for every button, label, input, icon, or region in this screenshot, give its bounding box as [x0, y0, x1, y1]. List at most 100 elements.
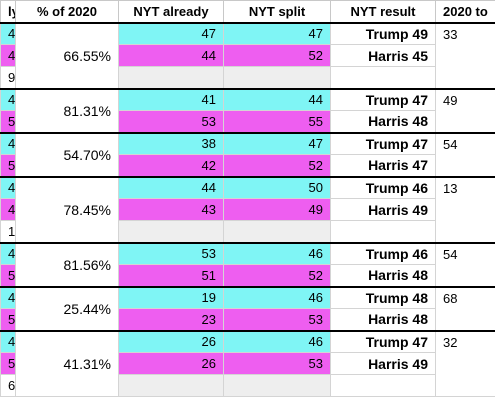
- nyt-result-cell[interactable]: [330, 374, 436, 397]
- nyt-result-cell[interactable]: Harris 48: [330, 110, 436, 133]
- header-row: ly % of 2020 NYT already NYT split NYT r…: [0, 0, 495, 23]
- col-header-pct-2020[interactable]: % of 2020: [15, 0, 119, 23]
- nyt-result-cell[interactable]: Trump 47: [330, 131, 436, 155]
- nyt-result-cell[interactable]: Harris 48: [330, 308, 436, 331]
- nyt-split-cell[interactable]: 55: [223, 110, 331, 133]
- early-cell[interactable]: 45: [0, 198, 16, 221]
- nyt-result-cell[interactable]: Trump 47: [330, 87, 436, 111]
- early-cell[interactable]: 55: [0, 154, 16, 177]
- nyt-already-cell[interactable]: 53: [118, 241, 224, 265]
- nyt-split-cell[interactable]: 47: [223, 21, 331, 45]
- nyt-already-cell[interactable]: 42: [118, 154, 224, 177]
- early-cell[interactable]: 55: [0, 264, 16, 287]
- pct-of-2020-cell[interactable]: 78.45%: [15, 175, 119, 243]
- to-2020-cell[interactable]: 54: [435, 241, 495, 287]
- to-2020-cell[interactable]: 68: [435, 285, 495, 331]
- nyt-split-cell[interactable]: 47: [223, 131, 331, 155]
- nyt-split-cell[interactable]: 44: [223, 87, 331, 111]
- nyt-result-cell[interactable]: Trump 49: [330, 21, 436, 45]
- pct-of-2020-cell[interactable]: 81.31%: [15, 87, 119, 133]
- nyt-already-cell[interactable]: 26: [118, 352, 224, 375]
- nyt-already-cell[interactable]: 23: [118, 308, 224, 331]
- nyt-result-cell[interactable]: Harris 48: [330, 264, 436, 287]
- nyt-result-cell[interactable]: Trump 46: [330, 175, 436, 199]
- pct-of-2020-cell[interactable]: 66.55%: [15, 21, 119, 89]
- early-cell[interactable]: 51: [0, 352, 16, 375]
- col-header-early[interactable]: ly: [0, 0, 16, 23]
- col-header-nyt-split[interactable]: NYT split: [223, 0, 331, 23]
- pct-of-2020-cell[interactable]: 81.56%: [15, 241, 119, 287]
- early-cell[interactable]: 56: [0, 110, 16, 133]
- early-cell[interactable]: 43: [0, 21, 16, 45]
- to-2020-cell[interactable]: 32: [435, 329, 495, 397]
- nyt-already-cell[interactable]: [118, 66, 224, 89]
- nyt-split-cell[interactable]: 53: [223, 352, 331, 375]
- col-header-nyt-already[interactable]: NYT already: [118, 0, 224, 23]
- nyt-result-cell[interactable]: Harris 47: [330, 154, 436, 177]
- pct-of-2020-cell[interactable]: 41.31%: [15, 329, 119, 397]
- nyt-result-cell[interactable]: Trump 47: [330, 329, 436, 353]
- col-header-2020-to[interactable]: 2020 to: [435, 0, 495, 23]
- table-row: 9: [0, 66, 495, 89]
- early-cell[interactable]: 9: [0, 66, 16, 89]
- nyt-split-cell[interactable]: 52: [223, 264, 331, 287]
- early-cell[interactable]: 43: [0, 285, 16, 309]
- to-2020-cell[interactable]: 13: [435, 175, 495, 243]
- col-header-nyt-result[interactable]: NYT result: [330, 0, 436, 23]
- nyt-already-cell[interactable]: 26: [118, 329, 224, 353]
- to-2020-cell[interactable]: 33: [435, 21, 495, 89]
- nyt-already-cell[interactable]: 47: [118, 21, 224, 45]
- nyt-already-cell[interactable]: 43: [118, 198, 224, 221]
- nyt-split-cell[interactable]: 46: [223, 329, 331, 353]
- early-cell[interactable]: 6: [0, 374, 16, 397]
- nyt-already-cell[interactable]: 51: [118, 264, 224, 287]
- table-row: 6: [0, 374, 495, 397]
- pct-of-2020-cell[interactable]: 54.70%: [15, 131, 119, 177]
- nyt-result-cell[interactable]: Harris 49: [330, 198, 436, 221]
- nyt-split-cell[interactable]: 49: [223, 198, 331, 221]
- nyt-already-cell[interactable]: [118, 220, 224, 243]
- early-cell[interactable]: 48: [0, 44, 16, 67]
- nyt-result-cell[interactable]: Trump 48: [330, 285, 436, 309]
- nyt-split-cell[interactable]: 52: [223, 154, 331, 177]
- to-2020-cell[interactable]: 54: [435, 131, 495, 177]
- nyt-split-cell[interactable]: 50: [223, 175, 331, 199]
- nyt-already-cell[interactable]: [118, 374, 224, 397]
- early-cell[interactable]: 44: [0, 87, 16, 111]
- nyt-result-cell[interactable]: [330, 220, 436, 243]
- nyt-split-cell[interactable]: 52: [223, 44, 331, 67]
- nyt-already-cell[interactable]: 44: [118, 44, 224, 67]
- nyt-split-cell[interactable]: [223, 374, 331, 397]
- early-cell[interactable]: 11: [0, 220, 16, 243]
- nyt-result-cell[interactable]: [330, 66, 436, 89]
- nyt-result-cell[interactable]: Trump 46: [330, 241, 436, 265]
- nyt-split-cell[interactable]: [223, 66, 331, 89]
- early-cell[interactable]: 56: [0, 308, 16, 331]
- nyt-already-cell[interactable]: 44: [118, 175, 224, 199]
- nyt-split-cell[interactable]: 46: [223, 285, 331, 309]
- nyt-result-cell[interactable]: Harris 45: [330, 44, 436, 67]
- nyt-already-cell[interactable]: 53: [118, 110, 224, 133]
- nyt-already-cell[interactable]: 19: [118, 285, 224, 309]
- nyt-split-cell[interactable]: 53: [223, 308, 331, 331]
- to-2020-cell[interactable]: 49: [435, 87, 495, 133]
- nyt-already-cell[interactable]: 38: [118, 131, 224, 155]
- nyt-split-cell[interactable]: 46: [223, 241, 331, 265]
- early-cell[interactable]: 43: [0, 329, 16, 353]
- nyt-result-cell[interactable]: Harris 49: [330, 352, 436, 375]
- early-cell[interactable]: 45: [0, 131, 16, 155]
- nyt-already-cell[interactable]: 41: [118, 87, 224, 111]
- pct-of-2020-cell[interactable]: 25.44%: [15, 285, 119, 331]
- early-cell[interactable]: 44: [0, 175, 16, 199]
- nyt-split-cell[interactable]: [223, 220, 331, 243]
- early-cell[interactable]: 44: [0, 241, 16, 265]
